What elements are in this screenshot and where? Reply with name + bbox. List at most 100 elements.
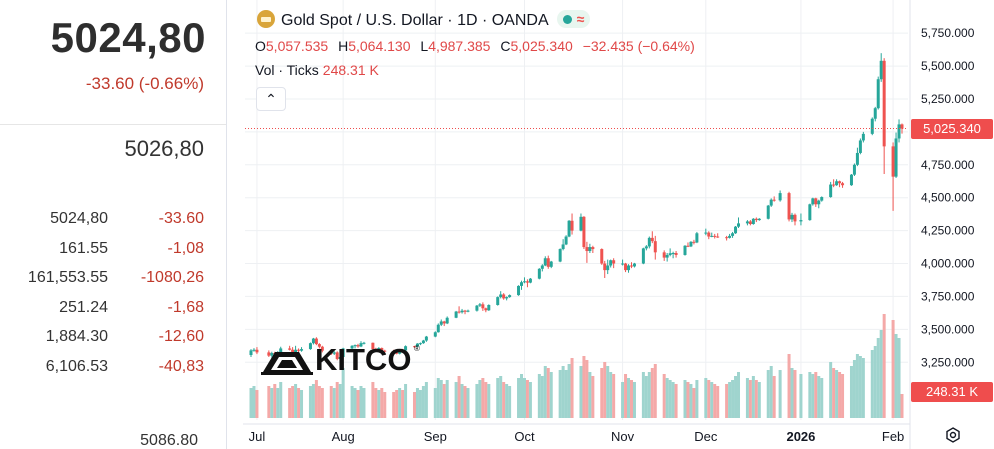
secondary-price: 5026,80 [124,136,204,161]
volume-bar [445,380,449,418]
candle-body [546,258,550,267]
candle-body [561,244,565,250]
candle-body [754,218,758,221]
low-label: L [420,38,429,54]
candle-body [270,353,274,356]
candle-body [520,282,524,286]
volume-bar [540,376,544,418]
candle-body [484,308,488,311]
volume-bar [879,330,883,418]
candle-body [653,241,657,253]
x-tick-label: 2026 [786,429,815,444]
volume-value: 248.31 K [322,62,379,78]
volume-bar [725,384,729,418]
candle-body [457,311,461,313]
row-change: -1080,26 [140,269,204,286]
settings-gear-icon[interactable] [943,426,963,446]
candle-body [588,247,592,252]
bottom-price: 5086.80 [140,432,198,449]
volume-bar [543,366,547,418]
row-value: 161,553.55 [27,269,108,286]
candle-body [359,343,363,347]
candle-body [811,198,815,205]
y-tick-label: 4,750.000 [921,158,975,172]
candle-body [838,181,842,184]
candle-body [374,349,378,351]
candle-body [787,193,791,220]
collapse-legend-button[interactable]: ⌃ [256,87,286,111]
candle-body [799,220,803,222]
candle-body [808,204,812,221]
chart-area[interactable]: 5,750.0005,500.0005,250.0005,000.0004,75… [243,0,994,449]
volume-bar [377,390,381,418]
currency-row: 251.24 -1,68 [0,299,226,329]
volume-bar [341,368,345,418]
row-change: -40,83 [158,357,204,375]
volume-bar [537,374,541,418]
symbol-title[interactable]: Gold Spot / U.S. Dollar · 1D · OANDA [281,12,549,29]
candle-body [716,236,720,238]
volume-bar [629,380,633,418]
candle-body [582,216,586,248]
volume-bar [392,392,396,418]
candle-body [329,350,333,354]
volume-bar [766,370,770,418]
volume-bar [757,382,761,418]
volume-bar [817,376,821,418]
quote-panel: 5024,80 -33.60 (-0.66%) 5026,80 5024,80 -… [0,0,228,449]
candle-body [297,349,301,351]
volume-bar [692,388,696,418]
volume-bar [276,388,280,418]
volume-bar [772,376,776,418]
volume-bar [627,378,631,418]
volume-bar [466,388,470,418]
price-change: -33.60 (-0.66%) [85,74,204,93]
volume-bar [395,390,399,418]
candle-body [418,343,422,345]
volume-bar [665,378,669,418]
candle-body [255,349,259,353]
candle-body [891,146,895,177]
market-status-pill[interactable]: ≈ [556,10,591,28]
candle-body [350,345,354,349]
y-tick-label: 5,250.000 [921,92,975,106]
volume-bar [588,372,592,418]
candle-body [778,193,782,201]
candle-body [671,252,675,254]
candle-body [508,295,512,298]
candle-body [505,297,509,299]
volume-bar [624,374,628,418]
wave-icon: ≈ [576,11,585,27]
candle-body [728,235,732,238]
volume-bar [695,380,699,418]
candle-body [876,79,880,109]
volume-bar [790,368,794,418]
currency-rows: 5024,80 -33.60 161.55 -1,08 161,553.55 -108… [0,210,226,387]
open-label: O [255,38,266,54]
candle-body [731,233,735,236]
candle-body [624,263,628,271]
candle-body [793,214,797,222]
candle-body [294,349,298,353]
candle-body [570,220,574,231]
candle-body [415,343,419,347]
candle-body [873,108,877,119]
candlesticks [249,53,904,361]
volume-bar [876,338,880,418]
volume-bar [778,370,782,418]
candle-body [517,285,521,296]
y-tick-label: 3,500.000 [921,322,975,336]
logo-registered: ® [414,344,420,353]
row-value: 161.55 [59,239,108,257]
candle-body [401,349,405,351]
candle-body [525,281,529,283]
y-axis: 5,750.0005,500.0005,250.0005,000.0004,75… [921,26,975,369]
volume-bar [858,356,862,418]
volume-bar [751,376,755,418]
volume-bar [273,384,277,418]
volume-bar [401,390,405,418]
price-chart[interactable]: 5,750.0005,500.0005,250.0005,000.0004,75… [243,0,994,449]
candle-body [288,348,292,350]
volume-bar [300,390,304,418]
volume-bar [463,386,467,418]
